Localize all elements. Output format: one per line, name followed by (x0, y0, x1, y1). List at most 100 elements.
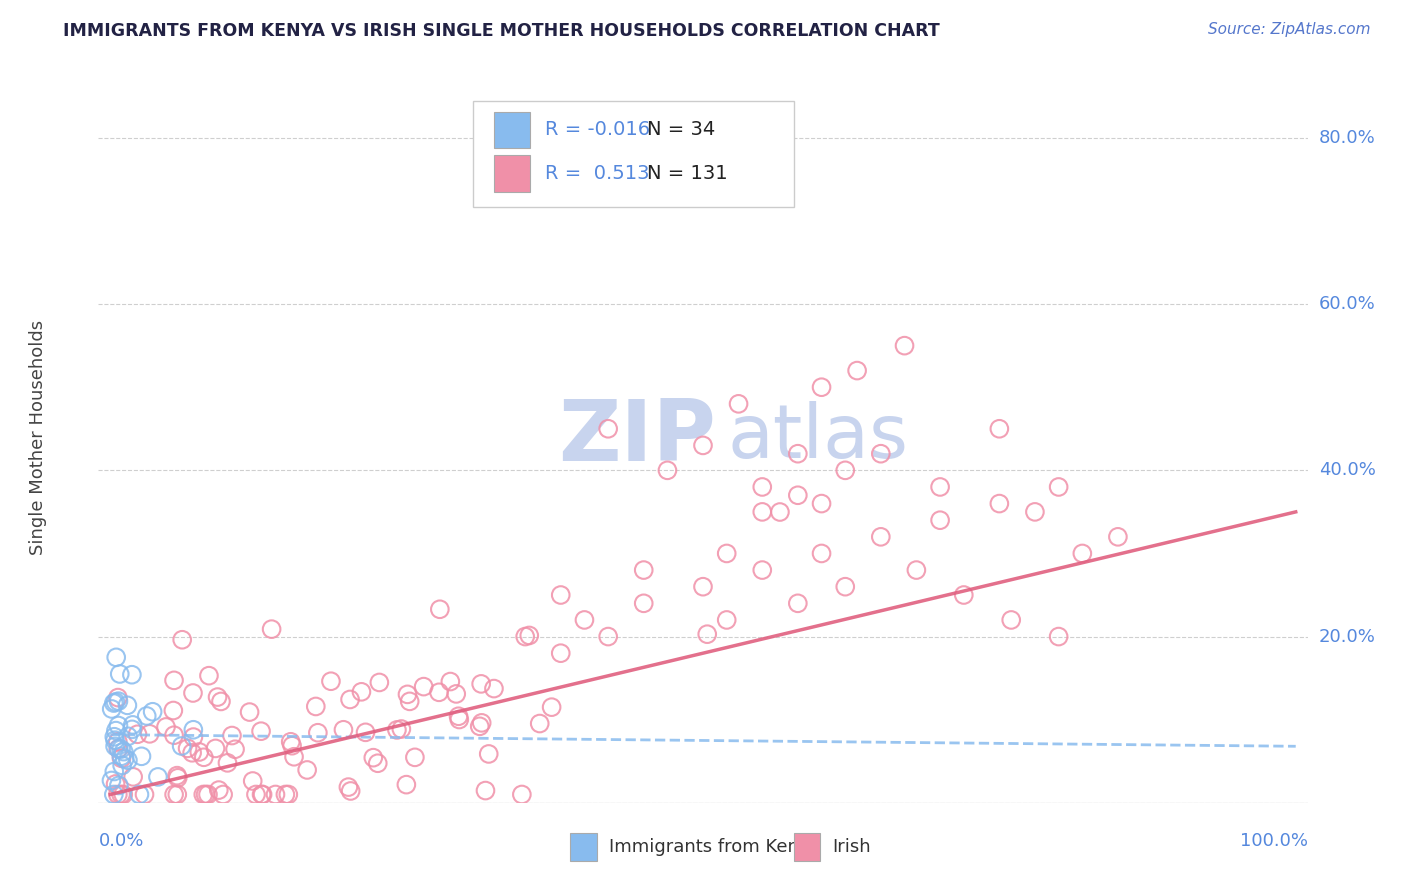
Point (176, 741, 198, 756)
Point (166, 788, 188, 802)
Point (307, 725, 329, 739)
Point (319, 674, 342, 689)
Point (142, 705, 165, 719)
Point (183, 730, 205, 744)
Point (193, 788, 215, 802)
Point (264, 788, 287, 802)
Text: 100.0%: 100.0% (1240, 832, 1308, 850)
Point (274, 788, 297, 802)
Point (155, 720, 177, 734)
Point (209, 694, 232, 708)
Text: N = 131: N = 131 (647, 164, 728, 183)
Point (786, 447, 808, 461)
Text: 0.0%: 0.0% (98, 832, 143, 850)
Point (810, 546, 832, 560)
Point (550, 646, 572, 660)
Point (389, 722, 412, 736)
Point (221, 729, 243, 743)
Point (1024, 505, 1046, 519)
Point (100, 702, 122, 716)
Point (107, 741, 129, 756)
Point (252, 788, 274, 802)
Text: 40.0%: 40.0% (1319, 461, 1375, 479)
Point (929, 513, 952, 527)
Point (104, 739, 127, 754)
Text: ZIP: ZIP (558, 395, 716, 479)
Point (146, 770, 169, 784)
Point (295, 763, 318, 777)
Point (250, 788, 273, 802)
Text: R = -0.016: R = -0.016 (544, 120, 650, 139)
Text: Immigrants from Kenya: Immigrants from Kenya (609, 838, 820, 855)
Point (107, 735, 129, 749)
Point (103, 764, 125, 779)
Point (657, 463, 679, 477)
Text: Single Mother Households: Single Mother Households (30, 319, 46, 555)
Point (529, 716, 551, 731)
Point (305, 699, 328, 714)
Point (111, 758, 134, 772)
Point (117, 698, 139, 713)
Point (367, 756, 389, 771)
Point (121, 718, 143, 732)
Point (633, 563, 655, 577)
Point (869, 530, 891, 544)
Point (128, 788, 150, 802)
Point (470, 677, 492, 691)
Text: atlas: atlas (727, 401, 908, 474)
Point (574, 613, 596, 627)
Point (339, 692, 361, 706)
Point (242, 774, 264, 789)
Point (100, 773, 122, 788)
Point (598, 422, 620, 436)
Point (468, 719, 491, 733)
Point (250, 724, 273, 739)
Point (337, 780, 360, 794)
Point (751, 505, 773, 519)
Text: Source: ZipAtlas.com: Source: ZipAtlas.com (1208, 22, 1371, 37)
Point (107, 742, 129, 756)
Point (245, 788, 267, 802)
Point (786, 596, 808, 610)
Point (208, 783, 231, 797)
Point (281, 739, 304, 753)
Point (751, 480, 773, 494)
Point (412, 680, 434, 694)
Point (929, 480, 952, 494)
Point (988, 422, 1011, 436)
Point (107, 694, 129, 708)
Point (163, 728, 186, 742)
Point (727, 397, 749, 411)
FancyBboxPatch shape (569, 833, 596, 861)
Point (444, 687, 467, 701)
Point (1071, 546, 1094, 560)
Point (103, 696, 125, 710)
FancyBboxPatch shape (474, 101, 793, 207)
Point (482, 681, 505, 696)
Point (952, 588, 974, 602)
Text: 80.0%: 80.0% (1319, 128, 1375, 147)
Text: 60.0%: 60.0% (1319, 295, 1375, 313)
Point (869, 447, 891, 461)
Point (138, 727, 160, 741)
Point (198, 668, 221, 682)
Point (396, 687, 419, 701)
Point (540, 700, 562, 714)
Point (104, 695, 127, 709)
Point (108, 779, 131, 793)
Point (692, 438, 714, 452)
FancyBboxPatch shape (494, 155, 530, 192)
Text: IMMIGRANTS FROM KENYA VS IRISH SINGLE MOTHER HOUSEHOLDS CORRELATION CHART: IMMIGRANTS FROM KENYA VS IRISH SINGLE MO… (63, 22, 941, 40)
Point (108, 667, 131, 681)
Point (810, 497, 832, 511)
Point (786, 488, 808, 502)
Point (1047, 630, 1070, 644)
Point (350, 685, 373, 699)
Point (339, 784, 361, 798)
Point (166, 769, 188, 783)
Point (404, 750, 426, 764)
Point (517, 628, 540, 642)
Point (510, 788, 533, 802)
Point (121, 667, 143, 681)
Point (103, 788, 125, 802)
